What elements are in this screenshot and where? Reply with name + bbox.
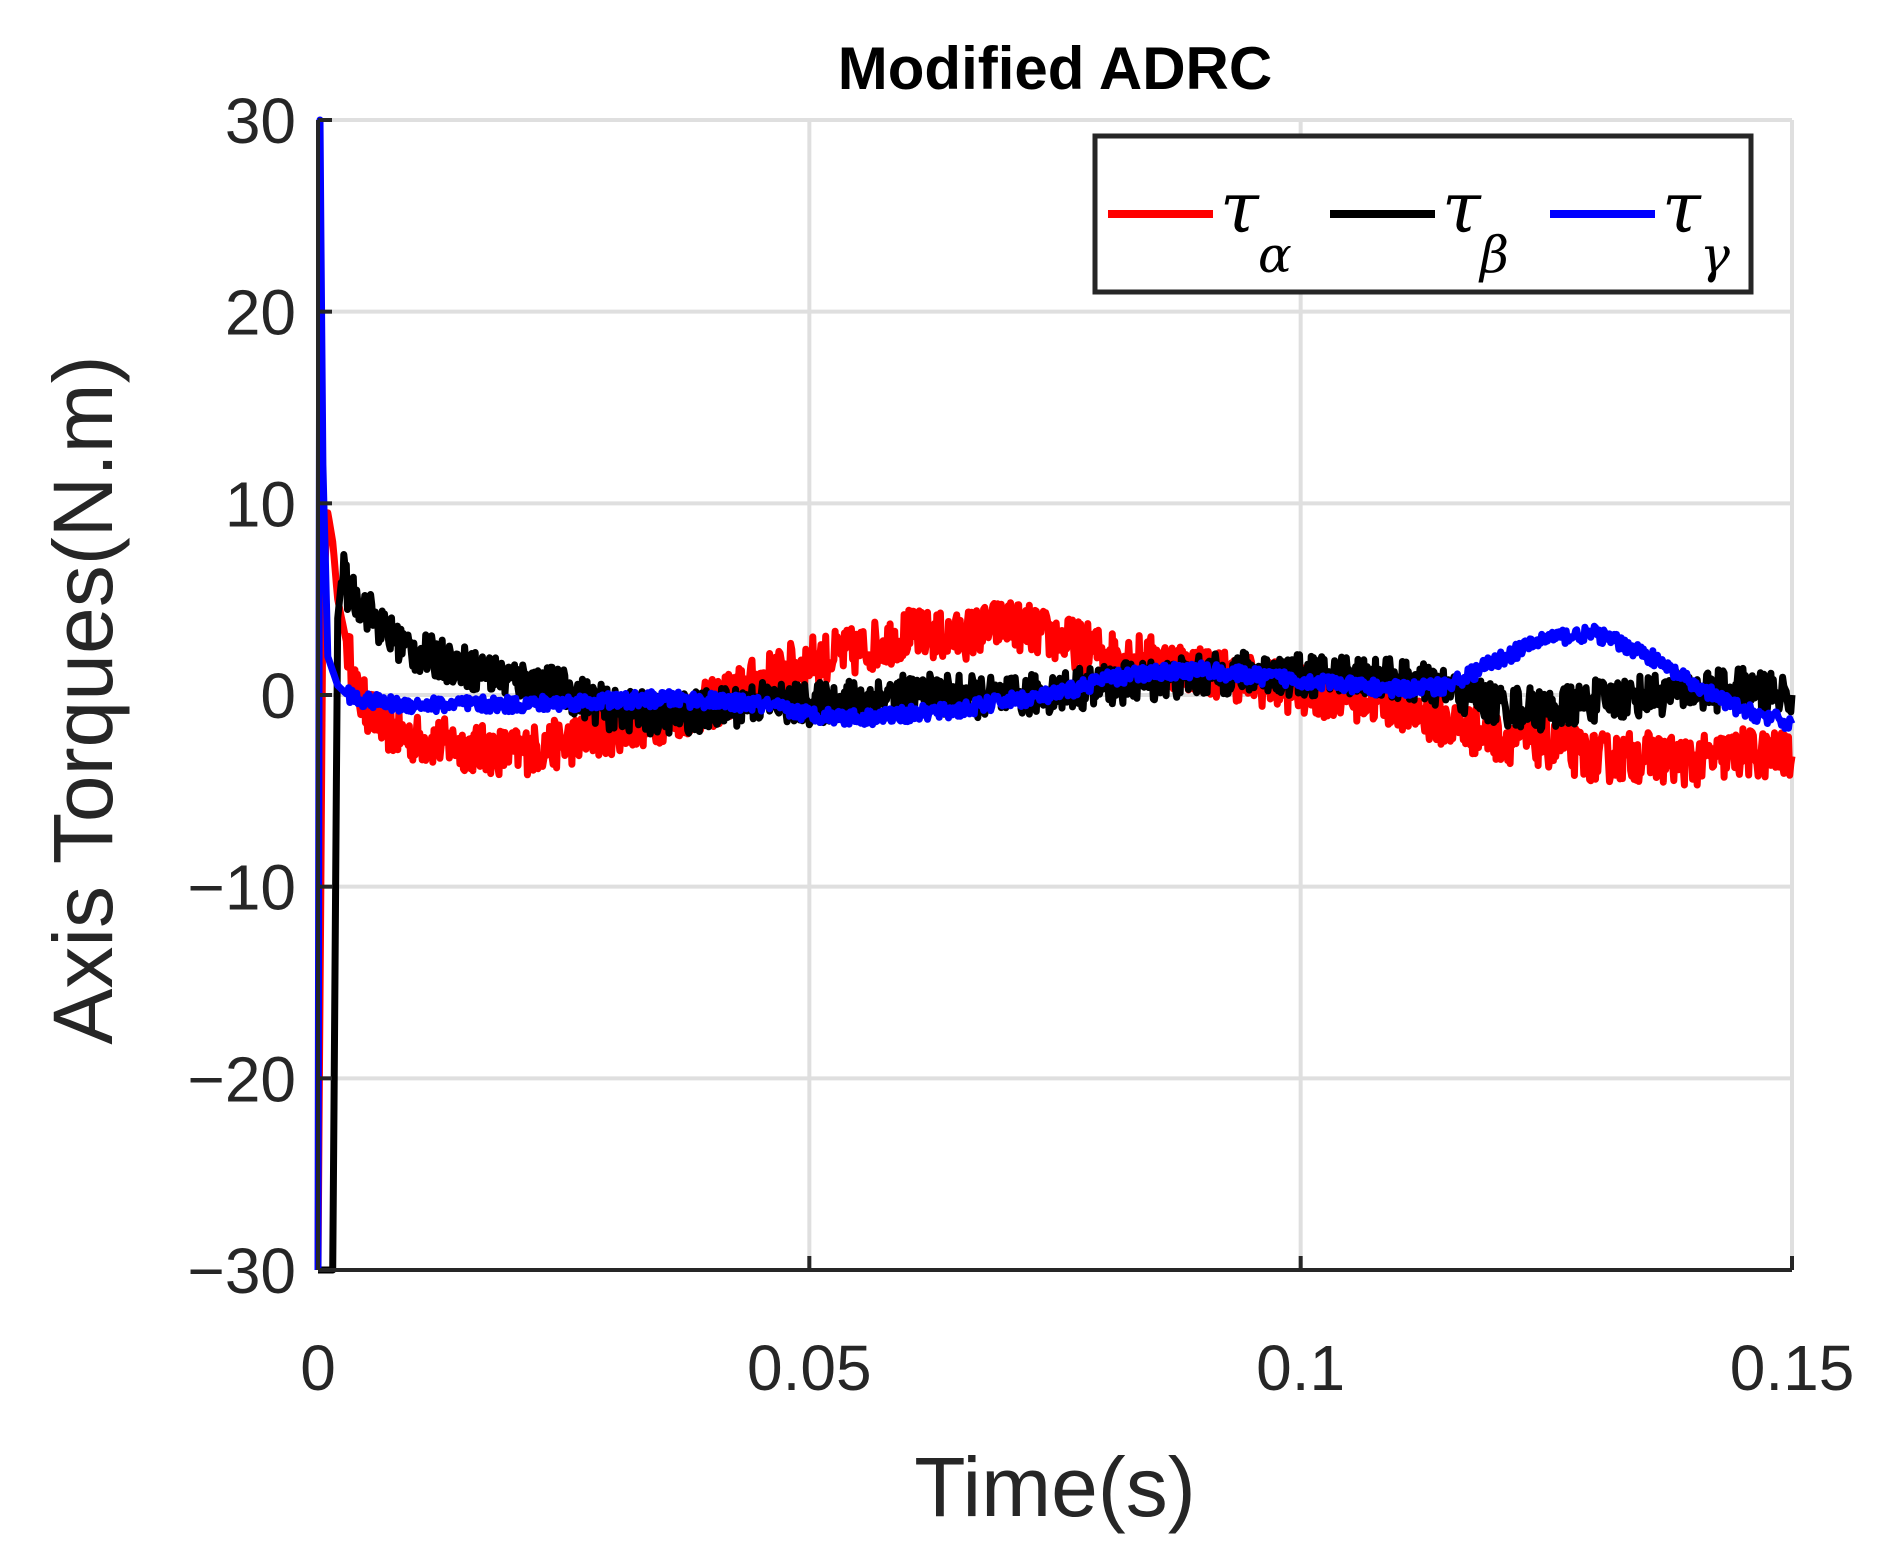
y-tick-label: −30: [187, 1235, 296, 1307]
y-tick-label: −10: [187, 852, 296, 924]
x-tick-label: 0.05: [747, 1332, 872, 1404]
y-axis-title: Axis Torques(N.m): [36, 355, 130, 1044]
x-tick-label: 0.15: [1730, 1332, 1855, 1404]
x-tick-label: 0.1: [1256, 1332, 1345, 1404]
y-tick-label: −20: [187, 1043, 296, 1115]
legend-label-symbol-1: τ: [1442, 167, 1482, 249]
y-tick-label: 0: [260, 660, 296, 732]
legend-label-symbol-2: τ: [1662, 167, 1702, 249]
x-tick-label: 0: [300, 1332, 336, 1404]
series-line-0: [314, 509, 1796, 1271]
series-line-2: [314, 116, 1796, 1271]
legend-label-subscript-2: γ: [1700, 226, 1730, 284]
y-tick-label: 20: [225, 277, 296, 349]
y-axis-ticks: −30 −20 −10 0 10 20 30: [187, 85, 296, 1307]
plot-area: [314, 116, 1796, 1274]
legend-label-subscript-1: β: [1478, 226, 1509, 284]
chart-title: Modified ADRC: [838, 35, 1272, 102]
x-axis-title: Time(s): [914, 1440, 1196, 1534]
series-group: [314, 116, 1796, 1274]
legend-label-subscript-0: α: [1258, 226, 1292, 284]
legend-label-symbol-0: τ: [1220, 167, 1260, 249]
axis-lines: [316, 118, 1794, 1272]
x-axis-ticks: 0 0.05 0.1 0.15: [300, 1332, 1854, 1404]
y-tick-label: 30: [225, 85, 296, 157]
y-tick-label: 10: [225, 468, 296, 540]
